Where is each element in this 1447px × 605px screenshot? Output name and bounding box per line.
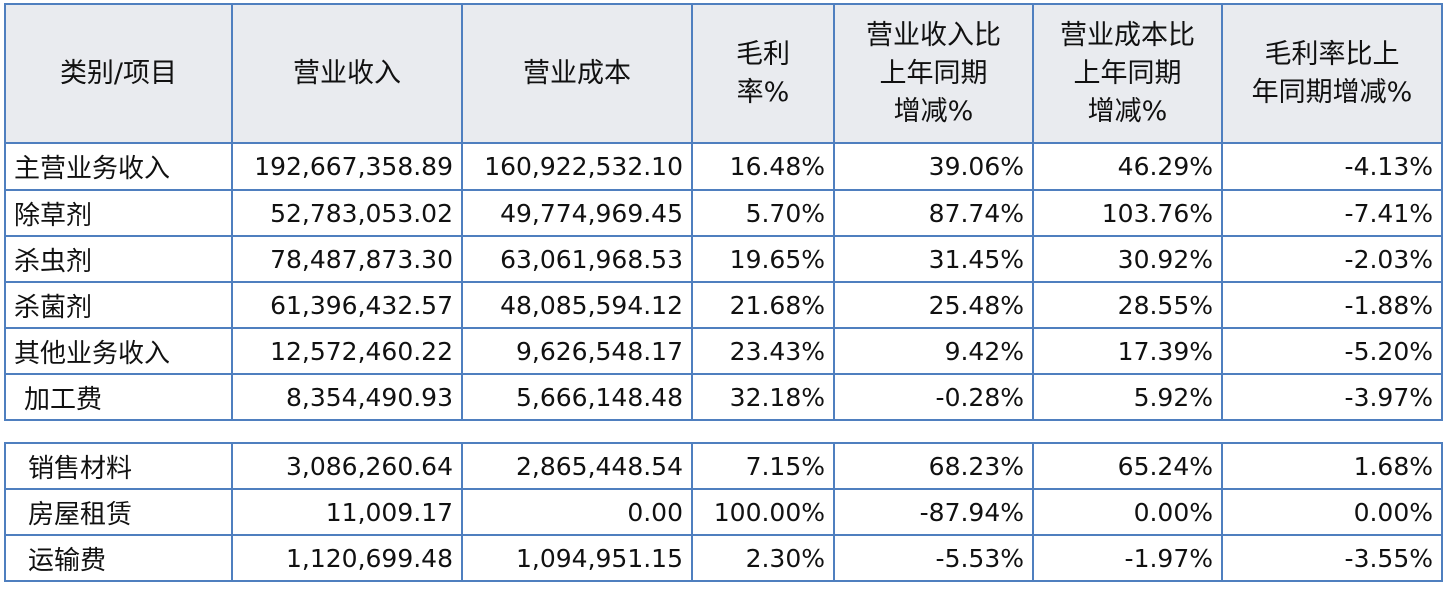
table-spacer-row <box>5 419 1442 444</box>
row-margin: 5.70% <box>691 189 835 237</box>
row-cost-change: 5.92% <box>1032 373 1223 421</box>
revenue-table-container: 类别/项目 营业收入 营业成本 毛利 率% 营业收入比 上年同期 增减% 营业成… <box>4 3 1443 582</box>
row-revenue-change: 25.48% <box>833 281 1034 329</box>
row-revenue-change: 9.42% <box>833 327 1034 375</box>
row-margin-change: -7.41% <box>1221 189 1443 237</box>
header-revenue: 营业收入 <box>231 3 463 144</box>
row-cost: 49,774,969.45 <box>461 189 693 237</box>
row-margin-change: 0.00% <box>1221 488 1443 536</box>
table-row: 其他业务收入 12,572,460.22 9,626,548.17 23.43%… <box>4 327 1443 375</box>
table-row: 杀虫剂 78,487,873.30 63,061,968.53 19.65% 3… <box>4 235 1443 283</box>
header-cost: 营业成本 <box>461 3 693 144</box>
row-revenue-change: -87.94% <box>833 488 1034 536</box>
row-category: 加工费 <box>4 373 233 421</box>
row-margin: 100.00% <box>691 488 835 536</box>
row-cost-change: 103.76% <box>1032 189 1223 237</box>
table-row: 主营业务收入 192,667,358.89 160,922,532.10 16.… <box>4 142 1443 191</box>
row-margin-change: -1.88% <box>1221 281 1443 329</box>
row-revenue-change: 87.74% <box>833 189 1034 237</box>
row-category: 除草剂 <box>4 189 233 237</box>
row-margin: 32.18% <box>691 373 835 421</box>
row-category: 销售材料 <box>4 442 233 490</box>
row-margin-change: -3.55% <box>1221 534 1443 582</box>
row-cost-change: 30.92% <box>1032 235 1223 283</box>
header-category: 类别/项目 <box>4 3 233 144</box>
table-row: 房屋租赁 11,009.17 0.00 100.00% -87.94% 0.00… <box>4 488 1443 536</box>
row-cost: 5,666,148.48 <box>461 373 693 421</box>
header-row: 类别/项目 营业收入 营业成本 毛利 率% 营业收入比 上年同期 增减% 营业成… <box>4 3 1443 144</box>
row-cost: 63,061,968.53 <box>461 235 693 283</box>
row-cost: 160,922,532.10 <box>461 142 693 191</box>
row-revenue: 3,086,260.64 <box>231 442 463 490</box>
row-margin: 16.48% <box>691 142 835 191</box>
row-revenue-change: 31.45% <box>833 235 1034 283</box>
table-row: 销售材料 3,086,260.64 2,865,448.54 7.15% 68.… <box>4 442 1443 490</box>
row-cost-change: 17.39% <box>1032 327 1223 375</box>
row-revenue: 8,354,490.93 <box>231 373 463 421</box>
row-category: 主营业务收入 <box>4 142 233 191</box>
row-margin-change: -2.03% <box>1221 235 1443 283</box>
table-row: 杀菌剂 61,396,432.57 48,085,594.12 21.68% 2… <box>4 281 1443 329</box>
row-margin-change: -5.20% <box>1221 327 1443 375</box>
header-revenue-change: 营业收入比 上年同期 增减% <box>833 3 1034 144</box>
table-row: 加工费 8,354,490.93 5,666,148.48 32.18% -0.… <box>4 373 1443 421</box>
row-cost: 48,085,594.12 <box>461 281 693 329</box>
row-margin: 23.43% <box>691 327 835 375</box>
table-row: 除草剂 52,783,053.02 49,774,969.45 5.70% 87… <box>4 189 1443 237</box>
row-cost: 2,865,448.54 <box>461 442 693 490</box>
row-cost: 0.00 <box>461 488 693 536</box>
row-revenue: 11,009.17 <box>231 488 463 536</box>
row-margin: 21.68% <box>691 281 835 329</box>
row-revenue-change: 68.23% <box>833 442 1034 490</box>
row-cost-change: 65.24% <box>1032 442 1223 490</box>
row-revenue-change: 39.06% <box>833 142 1034 191</box>
row-revenue: 78,487,873.30 <box>231 235 463 283</box>
row-revenue: 61,396,432.57 <box>231 281 463 329</box>
row-category: 其他业务收入 <box>4 327 233 375</box>
row-margin: 2.30% <box>691 534 835 582</box>
row-margin-change: 1.68% <box>1221 442 1443 490</box>
row-cost-change: 46.29% <box>1032 142 1223 191</box>
row-category: 运输费 <box>4 534 233 582</box>
row-category: 杀菌剂 <box>4 281 233 329</box>
row-margin-change: -3.97% <box>1221 373 1443 421</box>
header-margin-change: 毛利率比上 年同期增减% <box>1221 3 1443 144</box>
row-revenue: 192,667,358.89 <box>231 142 463 191</box>
table-spacer-cell <box>5 419 1442 444</box>
row-margin: 7.15% <box>691 442 835 490</box>
row-revenue: 1,120,699.48 <box>231 534 463 582</box>
header-cost-change: 营业成本比 上年同期 增减% <box>1032 3 1223 144</box>
row-margin-change: -4.13% <box>1221 142 1443 191</box>
row-cost: 9,626,548.17 <box>461 327 693 375</box>
row-cost: 1,094,951.15 <box>461 534 693 582</box>
row-margin: 19.65% <box>691 235 835 283</box>
revenue-table: 类别/项目 营业收入 营业成本 毛利 率% 营业收入比 上年同期 增减% 营业成… <box>4 3 1443 582</box>
row-cost-change: 28.55% <box>1032 281 1223 329</box>
row-revenue: 12,572,460.22 <box>231 327 463 375</box>
row-revenue-change: -5.53% <box>833 534 1034 582</box>
row-cost-change: -1.97% <box>1032 534 1223 582</box>
row-category: 杀虫剂 <box>4 235 233 283</box>
header-margin: 毛利 率% <box>691 3 835 144</box>
row-cost-change: 0.00% <box>1032 488 1223 536</box>
row-revenue: 52,783,053.02 <box>231 189 463 237</box>
row-revenue-change: -0.28% <box>833 373 1034 421</box>
table-row: 运输费 1,120,699.48 1,094,951.15 2.30% -5.5… <box>4 534 1443 582</box>
row-category: 房屋租赁 <box>4 488 233 536</box>
